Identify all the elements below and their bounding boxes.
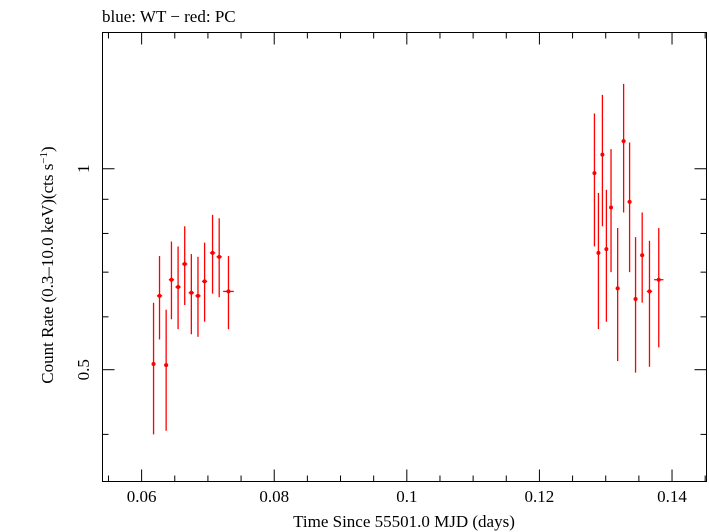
x-axis-label: Time Since 55501.0 MJD (days)	[293, 512, 515, 531]
y-axis-label-superscript: −1	[38, 152, 50, 164]
data-point	[627, 142, 632, 273]
data-point	[621, 83, 626, 213]
point-marker	[176, 285, 181, 290]
x-tick-label: 0.06	[127, 487, 157, 506]
y-axis: 0.51	[74, 165, 707, 435]
y-tick-label: 0.5	[74, 359, 93, 380]
data-series-pc	[151, 83, 664, 435]
point-marker	[202, 279, 207, 284]
point-marker	[182, 261, 187, 266]
point-marker	[640, 253, 645, 258]
y-axis-label-close: )	[38, 146, 57, 152]
x-axis: 0.06 0.08 0.1 0.12 0.14	[107, 32, 706, 506]
point-marker	[195, 293, 200, 298]
point-marker	[615, 286, 620, 291]
point-marker	[596, 250, 601, 255]
data-point	[216, 218, 222, 298]
data-point	[168, 241, 175, 320]
point-marker	[151, 361, 156, 366]
point-marker	[189, 290, 194, 295]
data-point	[654, 228, 664, 348]
y-tick-label: 1	[74, 165, 93, 174]
data-point	[156, 256, 163, 340]
x-tick-label: 0.08	[259, 487, 289, 506]
x-tick-label: 0.14	[657, 487, 687, 506]
data-point	[633, 237, 638, 373]
data-point	[209, 214, 216, 294]
data-point	[596, 192, 601, 330]
data-point	[615, 228, 620, 362]
x-tick-label: 0.12	[525, 487, 555, 506]
point-marker	[604, 247, 609, 252]
point-marker	[164, 363, 169, 368]
point-marker	[169, 277, 174, 282]
point-marker	[627, 199, 632, 204]
data-point	[592, 113, 597, 247]
plot-frame	[102, 32, 707, 482]
data-point	[164, 309, 169, 431]
point-marker	[621, 139, 626, 144]
point-marker	[157, 293, 162, 298]
data-point	[604, 189, 609, 322]
point-marker	[226, 289, 231, 294]
data-point	[195, 256, 201, 337]
point-marker	[656, 277, 661, 282]
data-point	[151, 302, 156, 435]
point-marker	[633, 297, 638, 302]
point-marker	[647, 289, 652, 294]
y-axis-label-main: Count Rate (0.3–10.0 keV)(cts s	[38, 164, 57, 384]
data-point	[646, 240, 653, 367]
data-point	[182, 226, 188, 306]
data-point	[175, 246, 181, 330]
point-marker	[592, 171, 597, 176]
point-marker	[600, 152, 605, 157]
data-point	[609, 149, 614, 273]
x-tick-label: 0.1	[396, 487, 417, 506]
y-axis-label: Count Rate (0.3–10.0 keV)(cts s−1)	[38, 146, 57, 383]
data-point	[188, 254, 194, 335]
point-marker	[210, 250, 215, 255]
point-marker	[609, 205, 614, 210]
data-point	[600, 94, 605, 227]
data-point	[223, 256, 234, 330]
data-point	[201, 242, 208, 322]
data-point	[640, 212, 645, 303]
point-marker	[217, 254, 222, 259]
chart-title: blue: WT − red: PC	[102, 7, 236, 26]
